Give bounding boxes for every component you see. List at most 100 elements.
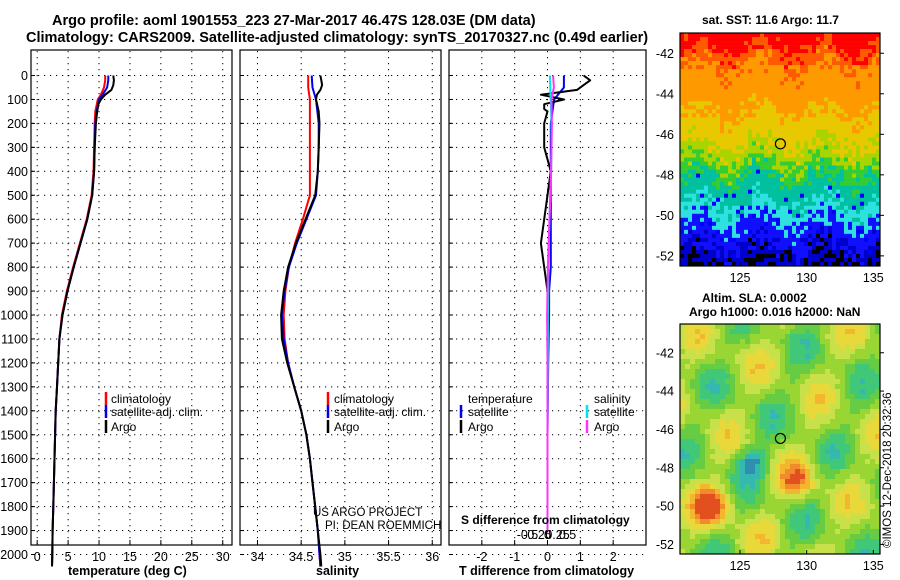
- sst-cell: [860, 117, 865, 122]
- sst-cell: [808, 121, 813, 126]
- sla-cell: [705, 414, 711, 420]
- sst-cell: [768, 213, 773, 219]
- sst-cell: [692, 77, 697, 82]
- sst-cell: [856, 257, 861, 263]
- sst-cell: [808, 93, 813, 98]
- sla-cell: [740, 384, 746, 390]
- sst-cell: [840, 49, 845, 54]
- sst-cell: [848, 181, 853, 186]
- sst-cell: [732, 217, 737, 223]
- sla-cell: [815, 399, 821, 405]
- sst-cell: [684, 113, 689, 118]
- sst-cell: [784, 65, 789, 70]
- sst-cell: [776, 221, 781, 227]
- sla-cell: [710, 484, 716, 490]
- sla-cell: [825, 519, 831, 525]
- sla-cell: [850, 369, 856, 375]
- x-tick-label: 0: [34, 550, 41, 564]
- sla-cell: [735, 454, 741, 460]
- sst-cell: [700, 221, 705, 227]
- sst-cell: [688, 161, 693, 166]
- sst-cell: [836, 213, 841, 219]
- sst-cell: [716, 213, 721, 219]
- sst-cell: [812, 69, 817, 74]
- sst-cell: [868, 145, 873, 150]
- sst-cell: [752, 241, 757, 247]
- sst-cell: [684, 145, 689, 150]
- sla-cell: [680, 379, 686, 385]
- sst-cell: [744, 81, 749, 86]
- sst-cell: [748, 181, 753, 186]
- sla-cell: [735, 379, 741, 385]
- sst-cell: [872, 45, 877, 50]
- sla-cell: [840, 529, 846, 535]
- sla-cell: [845, 349, 851, 355]
- sla-cell: [865, 539, 871, 545]
- sst-cell: [860, 233, 865, 239]
- sst-cell: [820, 61, 825, 66]
- sla-cell: [705, 399, 711, 405]
- sla-cell: [725, 364, 731, 370]
- sla-cell: [710, 404, 716, 410]
- sst-cell: [872, 61, 877, 66]
- sla-cell: [740, 329, 746, 335]
- sst-cell: [836, 257, 841, 263]
- sla-cell: [800, 529, 806, 535]
- sla-cell: [700, 449, 706, 455]
- sst-cell: [868, 101, 873, 106]
- sst-cell: [828, 221, 833, 227]
- sla-cell: [710, 354, 716, 360]
- sst-cell: [852, 113, 857, 118]
- sst-cell: [872, 137, 877, 142]
- sla-cell: [825, 534, 831, 540]
- sst-cell: [736, 41, 741, 46]
- sst-cell: [868, 201, 873, 207]
- sla-cell: [835, 474, 841, 480]
- sla-cell: [685, 329, 691, 335]
- sst-cell: [704, 117, 709, 122]
- sst-cell: [708, 161, 713, 166]
- sst-cell: [868, 181, 873, 186]
- sla-cell: [835, 374, 841, 380]
- sla-cell: [855, 429, 861, 435]
- sla-cell: [740, 324, 746, 330]
- sla-cell: [860, 479, 866, 485]
- sst-cell: [788, 161, 793, 166]
- sst-cell: [760, 33, 765, 38]
- sst-cell: [800, 109, 805, 114]
- sla-cell: [840, 439, 846, 445]
- sst-cell: [688, 69, 693, 74]
- sla-cell: [780, 404, 786, 410]
- sla-cell: [705, 459, 711, 465]
- sst-cell: [836, 33, 841, 38]
- sst-cell: [752, 197, 757, 203]
- sst-cell: [856, 157, 861, 162]
- sst-cell: [748, 89, 753, 94]
- difference-legend: temperature satellite Argo salinity sate…: [459, 392, 635, 434]
- sst-cell: [860, 69, 865, 74]
- sst-cell: [804, 65, 809, 70]
- sla-cell: [860, 524, 866, 530]
- sst-cell: [808, 217, 813, 223]
- sla-cell: [800, 439, 806, 445]
- sst-cell: [696, 249, 701, 255]
- sst-cell: [860, 113, 865, 118]
- sst-cell: [804, 253, 809, 259]
- sst-cell: [860, 121, 865, 126]
- sst-cell: [828, 77, 833, 82]
- sst-cell: [824, 221, 829, 227]
- sst-cell: [724, 49, 729, 54]
- sla-cell: [735, 384, 741, 390]
- sst-cell: [828, 81, 833, 86]
- sla-cell: [775, 439, 781, 445]
- sst-cell: [780, 85, 785, 90]
- sst-cell: [812, 81, 817, 86]
- sla-cell: [710, 374, 716, 380]
- sst-cell: [828, 237, 833, 243]
- sla-cell: [740, 459, 746, 465]
- sst-cell: [800, 225, 805, 231]
- sst-cell: [700, 205, 705, 211]
- sla-cell: [760, 374, 766, 380]
- sla-cell: [690, 379, 696, 385]
- sla-cell: [855, 499, 861, 505]
